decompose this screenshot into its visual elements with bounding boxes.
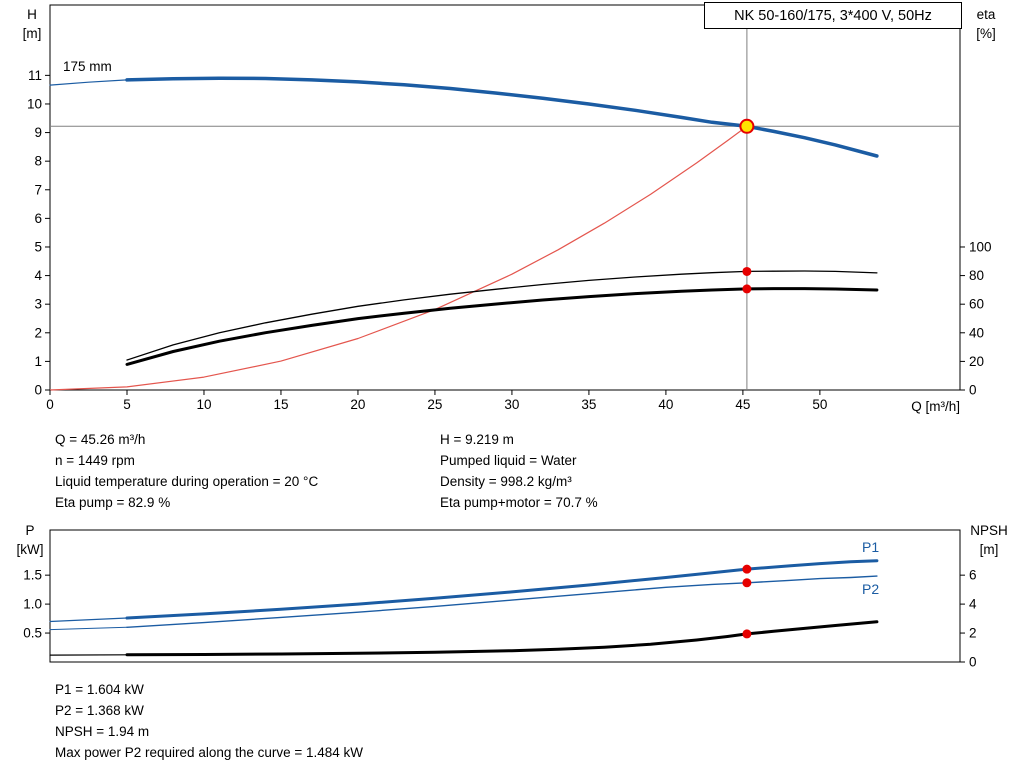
y2-tick-label: 0	[969, 383, 977, 398]
duty-info-left-column: Q = 45.26 m³/h n = 1449 rpm Liquid tempe…	[55, 429, 318, 513]
eta-pump-motor-text: Eta pump+motor = 70.7 %	[440, 495, 598, 510]
npsh-result-text: NPSH = 1.94 m	[55, 724, 150, 739]
eta-pump-motor-curve	[125, 287, 879, 366]
p2-result-text: P2 = 1.368 kW	[55, 703, 144, 718]
p-axis-title: P	[25, 523, 35, 538]
power-npsh-chart-border	[49, 529, 961, 663]
x-tick-label: 35	[581, 397, 596, 412]
y-tick-label: 2	[34, 325, 42, 340]
npsh-axis-unit: [m]	[979, 542, 999, 557]
npsh-axis-title-group: NPSH [m]	[960, 521, 1018, 559]
x-tick-label: 50	[812, 397, 827, 412]
p1-curve-extrapolation	[49, 617, 128, 623]
npsh-curve	[125, 620, 879, 657]
x-tick-label: 45	[735, 397, 750, 412]
p-axis-unit: [kW]	[16, 542, 44, 557]
y-tick-label: 4	[34, 268, 42, 283]
y-tick-label: 10	[27, 96, 42, 111]
y-tick-label: 7	[34, 182, 42, 197]
y-tick-label: 3	[34, 297, 42, 312]
pump-curve-extrapolation	[49, 79, 128, 86]
y-tick-label: 1.0	[23, 597, 42, 612]
q-axis-title: Q [m³/h]	[911, 399, 960, 414]
y-tick-label: 8	[34, 154, 42, 169]
pump-curve-175mm	[125, 76, 879, 158]
results-block: P1 = 1.604 kW P2 = 1.368 kW NPSH = 1.94 …	[55, 679, 363, 763]
p2-curve-extrapolation	[49, 626, 128, 631]
max-p2-result-text: Max power P2 required along the curve = …	[55, 745, 364, 760]
p1-curve-label: P1	[862, 539, 880, 555]
p1-curve	[125, 559, 879, 620]
y2-tick-label: 4	[969, 597, 977, 612]
x-tick-label: 25	[427, 397, 442, 412]
duty-q-text: Q = 45.26 m³/h	[55, 432, 146, 447]
eta-axis-title-group: eta [%]	[964, 5, 1008, 43]
power-npsh-chart: 0.5 1.0 1.5 0 2 4 6	[23, 529, 977, 670]
y-tick-label: 11	[28, 68, 42, 83]
y2-tick-label: 80	[969, 268, 984, 283]
p1-marker	[742, 564, 752, 574]
x-tick-label: 30	[504, 397, 519, 412]
y2-tick-label: 40	[969, 325, 984, 340]
hq-eta-chart-border	[49, 4, 961, 391]
y2-tick-label: 60	[969, 297, 984, 312]
system-curve	[49, 125, 748, 391]
eta-pump-marker	[742, 266, 752, 276]
y2-tick-label: 100	[969, 239, 992, 254]
impeller-diameter-label: 175 mm	[63, 59, 112, 74]
x-tick-label: 0	[46, 397, 54, 412]
eta-axis-unit: [%]	[976, 26, 996, 41]
p1-result-text: P1 = 1.604 kW	[55, 682, 144, 697]
npsh-marker	[742, 629, 752, 639]
eta-pump-text: Eta pump = 82.9 %	[55, 495, 171, 510]
x-tick-label: 5	[123, 397, 131, 412]
p-axis-title-group: P [kW]	[8, 521, 52, 559]
y2-tick-label: 6	[969, 568, 977, 583]
y2-tick-label: 0	[969, 655, 977, 670]
density-text: Density = 998.2 kg/m³	[440, 474, 572, 489]
eta-pump-curve	[126, 270, 878, 361]
p2-marker	[742, 578, 752, 588]
h-axis-title: H	[27, 7, 37, 22]
speed-text: n = 1449 rpm	[55, 453, 135, 468]
y-tick-label: 5	[34, 239, 42, 254]
h-axis-title-group: H [m]	[12, 5, 52, 43]
y2-tick-label: 2	[969, 626, 977, 641]
h-axis-unit: [m]	[22, 26, 42, 41]
x-tick-label: 10	[196, 397, 211, 412]
y-tick-label: 6	[34, 211, 42, 226]
p2-curve-label: P2	[862, 581, 880, 597]
hq-eta-chart: 0 5 10 15 20 25 30 35 40 45 5001234567891011020406…	[27, 4, 992, 412]
x-tick-label: 15	[273, 397, 288, 412]
duty-h-text: H = 9.219 m	[440, 432, 514, 447]
x-tick-label: 40	[658, 397, 673, 412]
liquid-temperature-text: Liquid temperature during operation = 20…	[55, 474, 319, 489]
p2-curve	[126, 575, 878, 628]
y-tick-label: 0	[34, 383, 42, 398]
y-tick-label: 1.5	[23, 568, 42, 583]
y-tick-label: 0.5	[23, 626, 42, 641]
eta-pump-motor-marker	[742, 284, 752, 294]
npsh-axis-title: NPSH	[970, 523, 1008, 538]
x-tick-label: 20	[350, 397, 365, 412]
y-tick-label: 1	[34, 354, 42, 369]
duty-info-right-column: H = 9.219 m Pumped liquid = Water Densit…	[440, 429, 598, 513]
chart-title: NK 50-160/175, 3*400 V, 50Hz	[734, 7, 932, 24]
chart-title-box: NK 50-160/175, 3*400 V, 50Hz	[704, 2, 962, 29]
y2-tick-label: 20	[969, 354, 984, 369]
eta-axis-title: eta	[976, 7, 996, 22]
pumped-liquid-text: Pumped liquid = Water	[440, 453, 577, 468]
duty-point-marker	[739, 118, 755, 134]
y-tick-label: 9	[34, 125, 42, 140]
